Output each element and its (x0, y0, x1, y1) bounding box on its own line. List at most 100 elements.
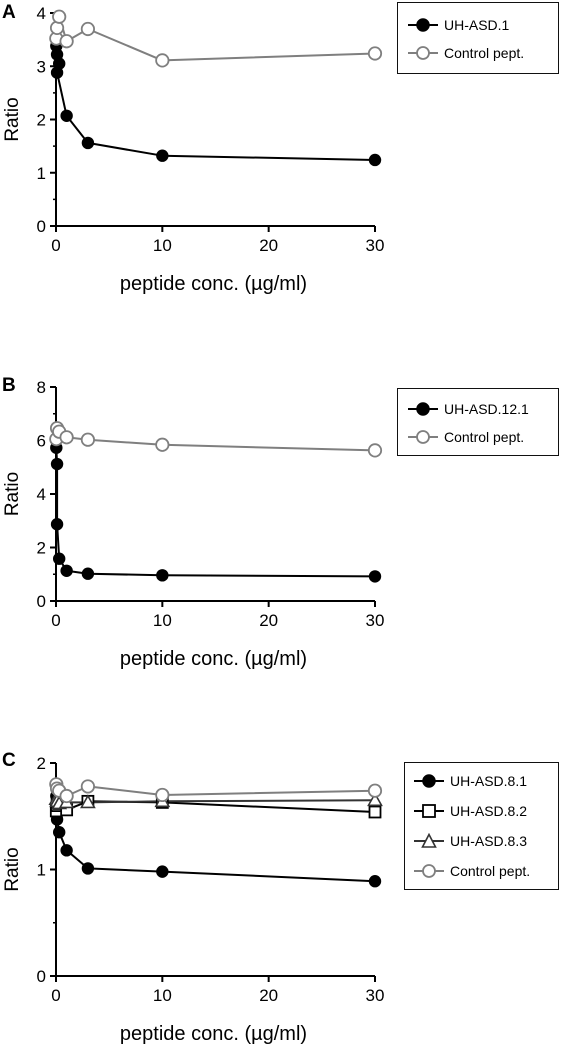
y-tick-label: 0 (37, 217, 46, 236)
filled-circle-marker-icon (414, 774, 444, 788)
x-tick-label: 30 (366, 611, 385, 630)
legend-panel-b: UH-ASD.12.1 Control pept. (397, 388, 559, 456)
open-circle-marker-icon (408, 46, 438, 60)
data-point (155, 787, 170, 803)
open-triangle-marker-icon (414, 833, 444, 848)
data-point (80, 432, 96, 447)
y-axis-label: Ratio (2, 97, 23, 141)
y-tick-label: 0 (37, 967, 46, 986)
data-point (50, 457, 64, 471)
legend-label: UH-ASD.1 (444, 17, 510, 33)
legend-item: UH-ASD.12.1 (408, 397, 529, 421)
series-line (55, 447, 376, 578)
x-tick-label: 10 (153, 986, 172, 1005)
open-square-marker-icon (414, 804, 444, 818)
legend-panel-a: UH-ASD.1 Control pept. (397, 2, 559, 74)
data-point (367, 46, 383, 61)
x-tick-label: 0 (51, 986, 60, 1005)
series-line (55, 784, 376, 797)
y-tick-label: 0 (37, 592, 46, 611)
data-point (156, 865, 169, 878)
x-tick-label: 30 (366, 236, 385, 255)
data-point (156, 149, 169, 162)
data-point (60, 109, 73, 122)
data-point (60, 564, 73, 577)
data-point (80, 21, 96, 37)
data-point (60, 844, 73, 857)
filled-circle-marker-icon (408, 18, 438, 32)
data-point (50, 518, 64, 531)
data-point (49, 20, 65, 36)
panel-letter-c: C (2, 750, 16, 771)
data-point (81, 567, 95, 580)
y-tick-label: 2 (37, 111, 46, 130)
data-point (52, 552, 66, 565)
panel-letter-a: A (2, 2, 16, 23)
data-point (52, 9, 67, 24)
x-tick-label: 10 (153, 236, 172, 255)
y-tick-label: 1 (37, 164, 46, 183)
x-axis-label: peptide conc. (µg/ml) (120, 273, 307, 295)
y-tick-label: 3 (37, 57, 46, 76)
x-axis-label: peptide conc. (µg/ml) (120, 1023, 307, 1045)
series-line (55, 795, 376, 883)
x-tick-label: 10 (153, 611, 172, 630)
open-circle-marker-icon (414, 864, 444, 878)
chart-panel-a: 0 1 2 3 4 0 10 20 30 peptide conc. (µg/ml) Ratio (2, 4, 384, 295)
y-tick-label: 4 (37, 4, 46, 23)
data-point (367, 783, 383, 798)
y-axis-label: Ratio (2, 472, 23, 516)
data-point (155, 53, 170, 68)
data-point (59, 34, 74, 49)
data-point (368, 875, 382, 888)
y-tick-label: 6 (37, 432, 46, 451)
data-point (59, 788, 74, 804)
legend-label: Control pept. (444, 45, 525, 61)
x-axis-label: peptide conc. (µg/ml) (120, 648, 307, 670)
legend-item: UH-ASD.8.1 (414, 769, 527, 793)
data-point (368, 153, 382, 167)
y-tick-label: 4 (37, 485, 46, 504)
y-tick-label: 1 (37, 861, 46, 880)
data-point (367, 443, 383, 458)
y-tick-label: 2 (37, 539, 46, 558)
legend-item: UH-ASD.8.2 (414, 799, 527, 823)
x-tick-label: 0 (51, 236, 60, 255)
y-axis-label: Ratio (2, 847, 23, 891)
series-line (55, 427, 376, 452)
data-point (50, 66, 64, 79)
x-tick-label: 20 (259, 986, 278, 1005)
filled-circle-marker-icon (408, 402, 438, 416)
x-tick-label: 20 (259, 611, 278, 630)
data-point (80, 779, 96, 794)
data-point (59, 430, 74, 445)
data-point (368, 570, 382, 583)
legend-label: Control pept. (450, 863, 531, 879)
data-point (80, 794, 96, 809)
series-line (55, 798, 376, 805)
x-tick-label: 0 (51, 611, 60, 630)
panel-letter-b: B (2, 375, 16, 396)
data-point (155, 437, 170, 452)
legend-item: Control pept. (408, 425, 524, 449)
data-point (368, 805, 382, 819)
data-point (52, 826, 66, 839)
chart-panel-b: 0 2 4 6 8 0 10 20 30 peptide conc. (µg/ml) Ratio (2, 378, 384, 670)
legend-item: Control pept. (414, 859, 530, 883)
legend-label: UH-ASD.8.1 (450, 773, 528, 789)
x-tick-label: 20 (259, 236, 278, 255)
legend-panel-c: UH-ASD.8.1 UH-ASD.8.2 UH-ASD.8.3 Control… (404, 762, 559, 890)
x-tick-label: 30 (366, 986, 385, 1005)
series-line (55, 15, 376, 62)
data-point (81, 862, 95, 875)
series-line (55, 45, 376, 161)
y-tick-label: 2 (37, 754, 46, 773)
data-point (367, 792, 383, 807)
legend-label: UH-ASD.8.2 (450, 803, 528, 819)
y-tick-label: 8 (37, 378, 46, 397)
open-circle-marker-icon (408, 430, 438, 444)
legend-item: UH-ASD.8.3 (414, 829, 527, 853)
legend-label: UH-ASD.12.1 (444, 401, 529, 417)
